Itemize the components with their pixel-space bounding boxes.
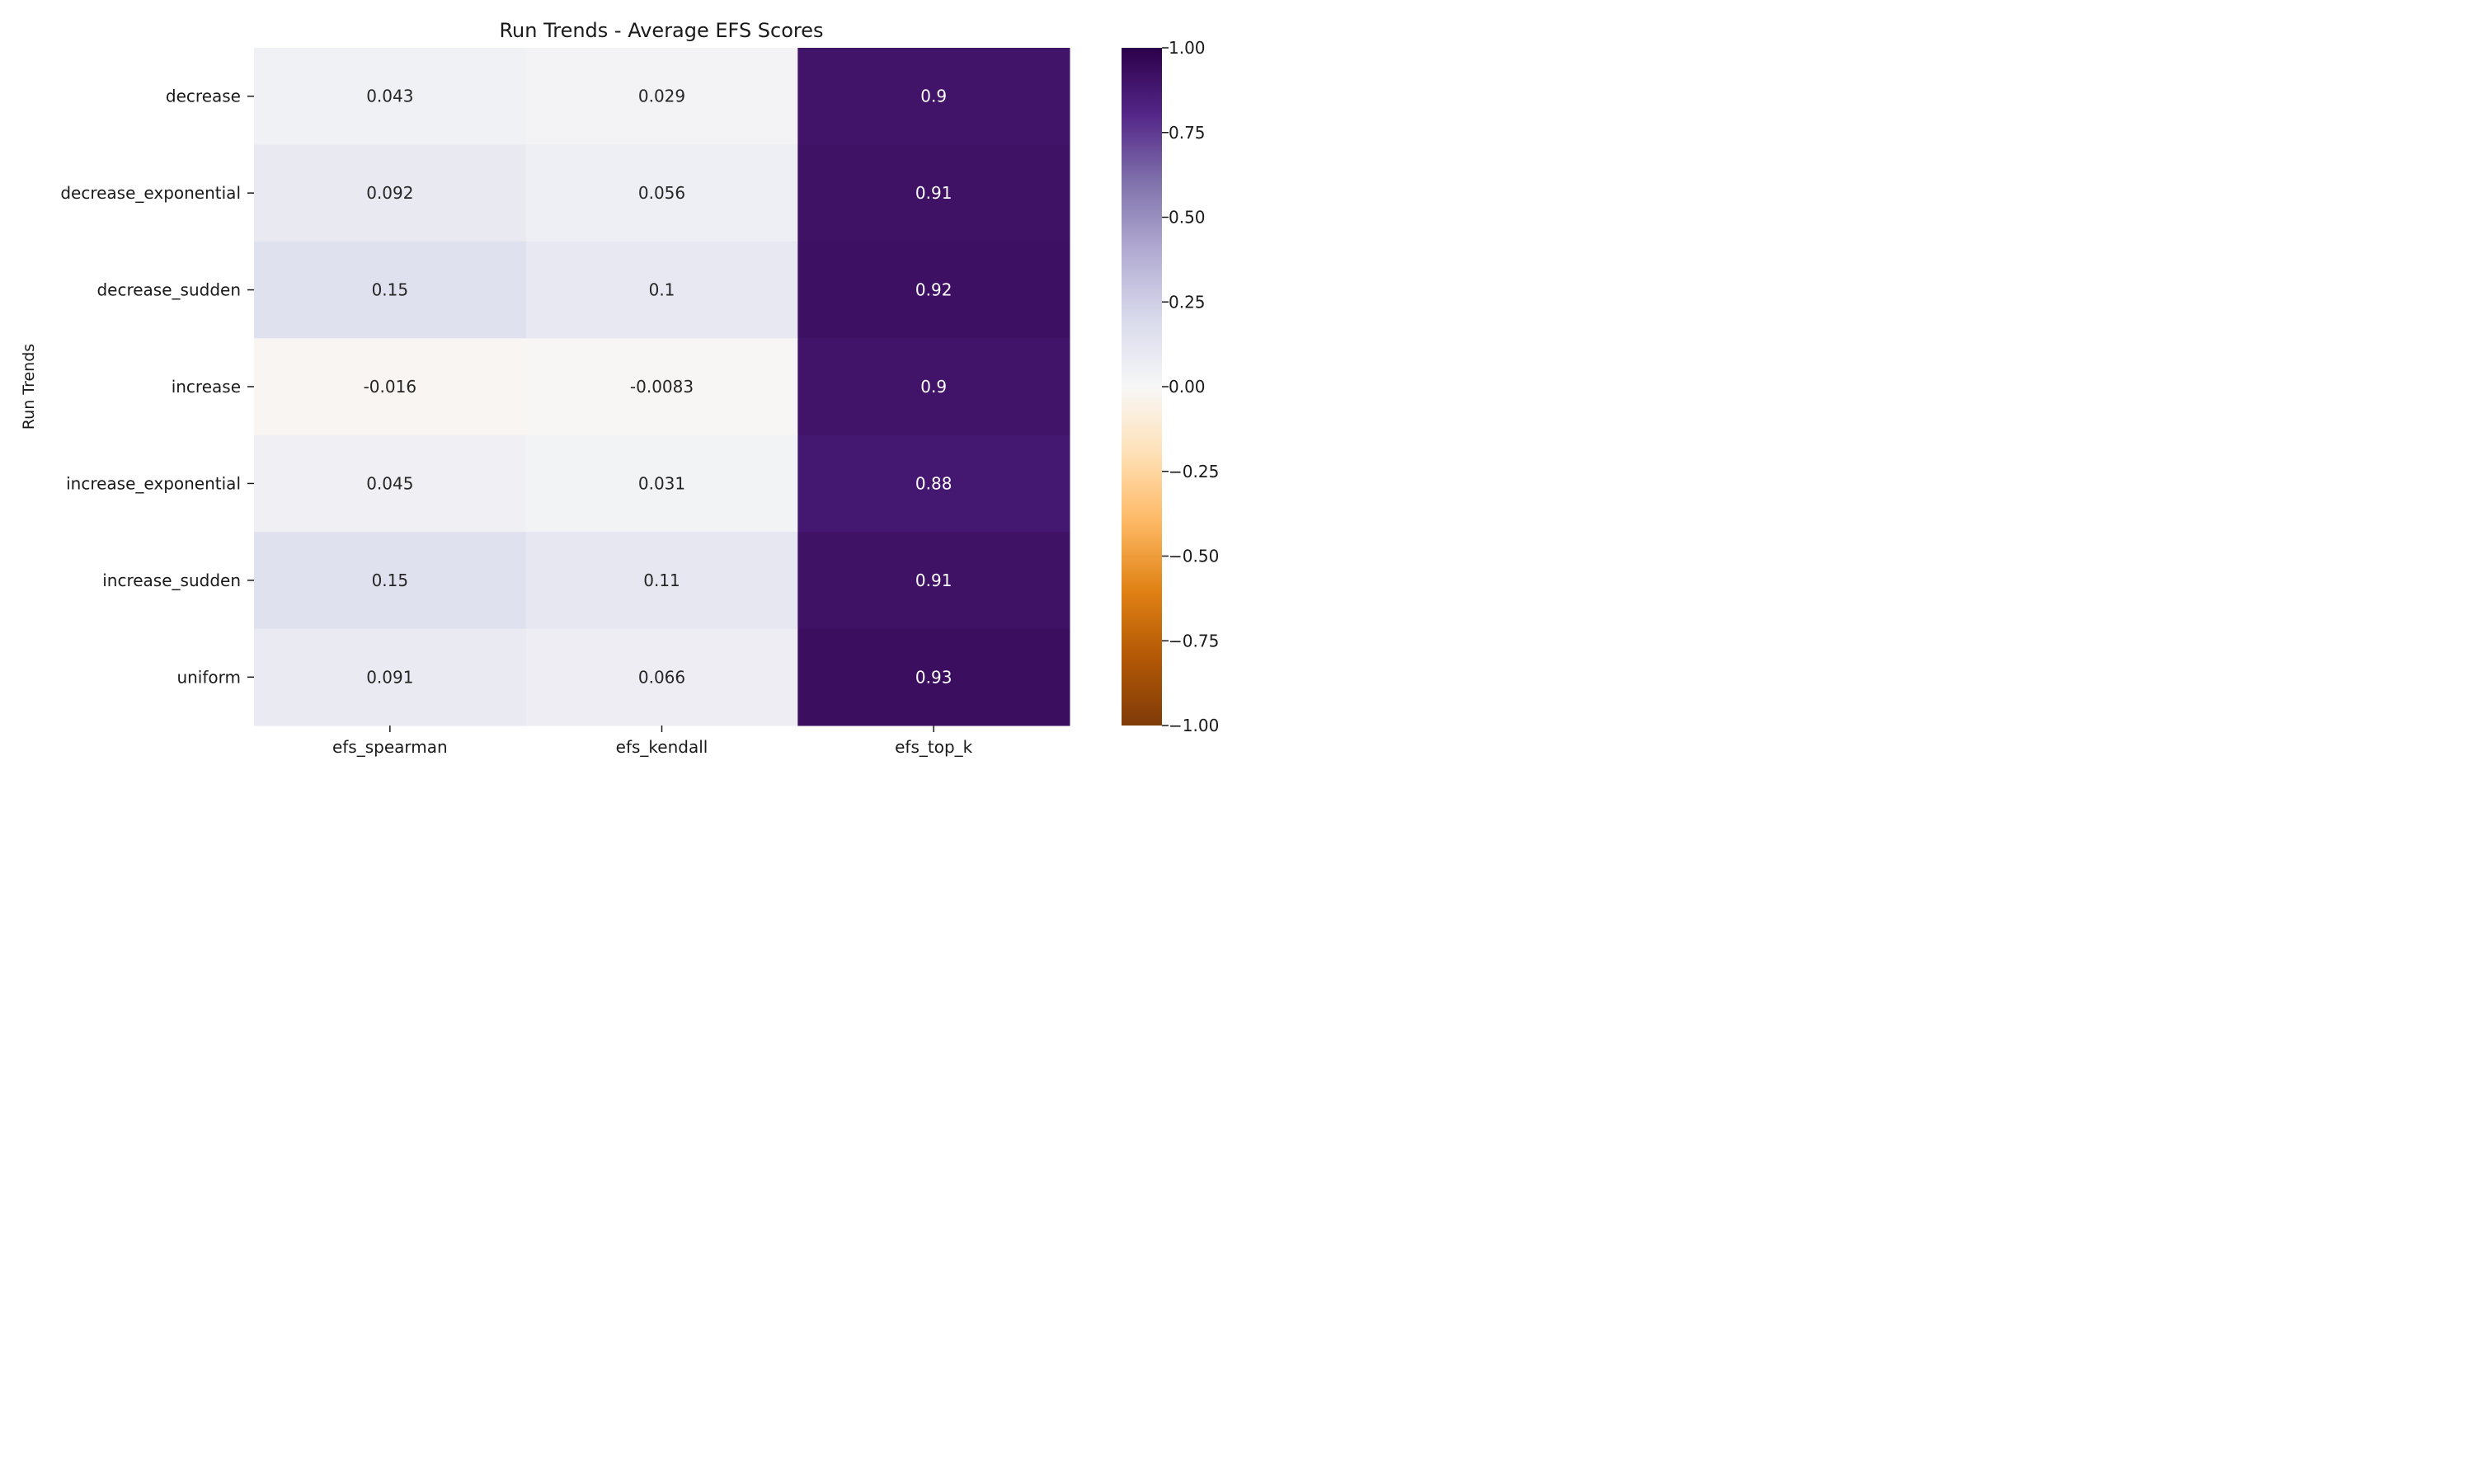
cell-value-label: 0.092	[366, 183, 413, 203]
heatmap-cell	[797, 628, 1070, 726]
heatmap-cell	[797, 48, 1070, 145]
chart-title: Run Trends - Average EFS Scores	[499, 19, 823, 42]
cell-value-label: -0.016	[364, 377, 416, 397]
colorbar: 1.00 0.75 0.50 0.25 0.00 −0.25 −0.50 −0.75 −1.00	[1122, 38, 1219, 735]
heatmap-cells	[254, 48, 1070, 726]
cell-value-label: 0.11	[643, 571, 680, 590]
heatmap-cell	[254, 532, 527, 630]
heatmap-cell	[254, 144, 527, 242]
y-axis-ticks: decrease decrease_exponential decrease_sud…	[60, 87, 254, 687]
heatmap-cell	[525, 628, 798, 726]
heatmap-cell	[525, 338, 798, 436]
heatmap-cell	[254, 338, 527, 436]
heatmap-cell	[525, 241, 798, 339]
cell-value-label: 0.88	[915, 473, 952, 493]
colorbar-tick-label: 0.75	[1169, 123, 1206, 143]
y-tick-label: uniform	[176, 667, 241, 687]
cell-value-label: 0.9	[920, 87, 947, 106]
colorbar-tick-label: −0.25	[1169, 462, 1219, 481]
cell-value-label: 0.043	[366, 87, 413, 106]
heatmap-cell	[254, 48, 527, 145]
colorbar-tick-label: −0.50	[1169, 547, 1219, 566]
x-axis-ticks: efs_spearman efs_kendall efs_top_k	[332, 726, 973, 757]
colorbar-tick-label: 0.25	[1169, 292, 1206, 312]
heatmap-cell	[525, 532, 798, 630]
cell-value-label: 0.066	[638, 667, 685, 687]
colorbar-tick-label: −0.75	[1169, 631, 1219, 650]
heatmap-cell	[797, 434, 1070, 533]
cell-value-label: 0.045	[366, 473, 413, 493]
heatmap-cell	[797, 338, 1070, 436]
heatmap-cell	[254, 628, 527, 726]
cell-value-label: -0.0083	[630, 377, 694, 397]
heatmap-svg: Run Trends - Average EFS Scores Run Tren…	[20, 19, 1219, 757]
cell-value-label: 0.91	[915, 183, 952, 203]
y-axis-label: Run Trends	[20, 344, 38, 430]
cell-value-label: 0.15	[372, 571, 409, 590]
heatmap-cell	[797, 144, 1070, 242]
cell-value-label: 0.1	[649, 280, 675, 300]
colorbar-tick-label: 0.50	[1169, 208, 1206, 228]
heatmap-cell	[254, 241, 527, 339]
cell-value-label: 0.92	[915, 280, 952, 300]
x-tick-label: efs_kendall	[616, 737, 708, 757]
heatmap-cell	[797, 241, 1070, 339]
heatmap-cell	[525, 144, 798, 242]
heatmap-cell	[525, 434, 798, 533]
cell-value-label: 0.91	[915, 571, 952, 590]
y-tick-label: decrease	[166, 87, 241, 106]
heatmap-cell	[525, 48, 798, 145]
cell-value-label: 0.031	[638, 473, 685, 493]
y-tick-label: increase_exponential	[66, 473, 241, 493]
cell-value-label: 0.056	[638, 183, 685, 203]
cell-value-label: 0.091	[366, 667, 413, 687]
cell-value-label: 0.9	[920, 377, 947, 397]
y-tick-label: increase	[172, 377, 241, 397]
cell-value-label: 0.93	[915, 667, 952, 687]
cell-value-label: 0.15	[372, 280, 409, 300]
heatmap-cell	[254, 434, 527, 533]
colorbar-tick-label: 1.00	[1169, 38, 1206, 58]
heatmap-cell-labels: 0.043 0.029 0.9 0.092 0.056 0.91 0.15 0.1 0.92 -0…	[364, 87, 952, 688]
y-tick-label: decrease_sudden	[96, 280, 241, 300]
x-tick-label: efs_top_k	[895, 737, 973, 757]
colorbar-gradient	[1122, 48, 1162, 726]
cell-value-label: 0.029	[638, 87, 685, 106]
colorbar-tick-label: −1.00	[1169, 716, 1219, 735]
y-tick-label: increase_sudden	[102, 571, 241, 590]
colorbar-tick-label: 0.00	[1169, 377, 1206, 397]
y-tick-label: decrease_exponential	[60, 183, 241, 203]
heatmap-cell	[797, 532, 1070, 630]
heatmap-chart: Run Trends - Average EFS Scores Run Tren…	[0, 0, 1276, 766]
x-tick-label: efs_spearman	[332, 737, 448, 757]
